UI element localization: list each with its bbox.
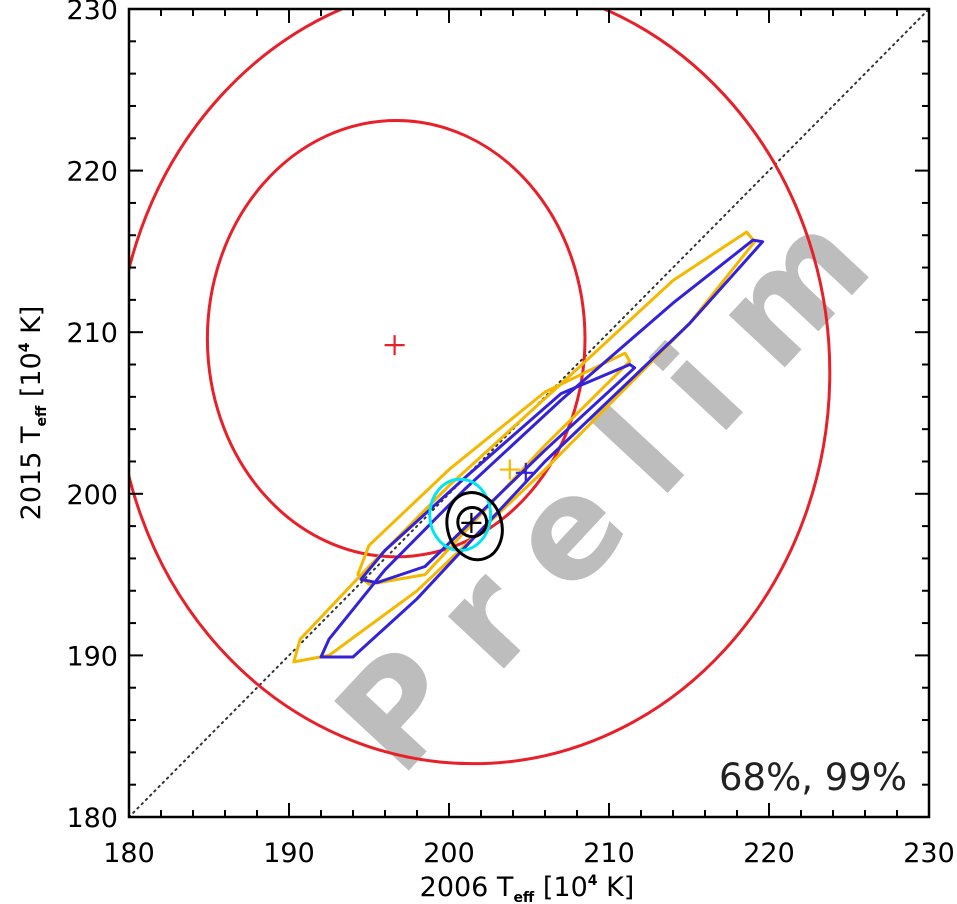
watermark-text: Prelim — [306, 153, 927, 803]
x-axis-title-mid: [10 — [534, 872, 587, 903]
plot-frame — [127, 7, 931, 819]
y-axis-title-pre: 2015 T — [16, 426, 47, 520]
x-tick-label: 230 — [903, 838, 955, 869]
y-axis-title-mid: [10 — [16, 352, 47, 405]
confidence-annotation: 68%, 99% — [719, 756, 907, 799]
series-3-best-fit-marker — [515, 462, 536, 483]
series-4-contour-1 — [428, 477, 493, 552]
watermark: Prelim — [306, 153, 927, 803]
x-tick-label: 180 — [103, 838, 155, 869]
x-axis-title-post: K] — [598, 872, 635, 903]
series-5-contour-2 — [445, 491, 504, 562]
y-axis-title-sub: eff — [34, 405, 50, 426]
series-3-contour-1 — [359, 363, 637, 585]
y-axis-title-post: K] — [16, 306, 47, 343]
y-tick-label: 190 — [66, 641, 118, 672]
plot-area — [129, 9, 929, 817]
series-1-contour-2 — [129, 9, 832, 766]
x-tick-label: 210 — [583, 838, 635, 869]
x-tick-label: 200 — [423, 838, 475, 869]
y-tick-label: 200 — [66, 480, 118, 511]
series-1-best-fit-marker — [384, 335, 405, 356]
x-axis-title-sup: 4 — [588, 873, 598, 889]
y-axis-title-sup: 4 — [17, 342, 33, 352]
axis-ticks — [128, 8, 930, 818]
x-axis-title-sub: eff — [513, 890, 534, 904]
series-2-best-fit-marker — [499, 459, 520, 480]
y-tick-label: 220 — [66, 157, 118, 188]
series-5-contour-1 — [456, 506, 489, 539]
x-axis-title: 2006 Teff [104 K] — [420, 872, 635, 904]
one-to-one-line — [129, 9, 929, 817]
y-tick-label: 180 — [66, 803, 118, 834]
y-tick-label: 210 — [66, 318, 118, 349]
y-axis-title: 2015 Teff [104 K] — [16, 306, 50, 521]
x-tick-label: 220 — [743, 838, 795, 869]
tick-labels: 180 190 200 210 220 230 180 190 200 210 220 230 — [66, 0, 954, 869]
x-axis-title-pre: 2006 T — [420, 872, 514, 903]
series-5-best-fit-marker — [461, 512, 482, 533]
series-3-contour-2 — [319, 238, 765, 659]
y-tick-label: 230 — [66, 0, 118, 26]
x-tick-label: 190 — [263, 838, 315, 869]
